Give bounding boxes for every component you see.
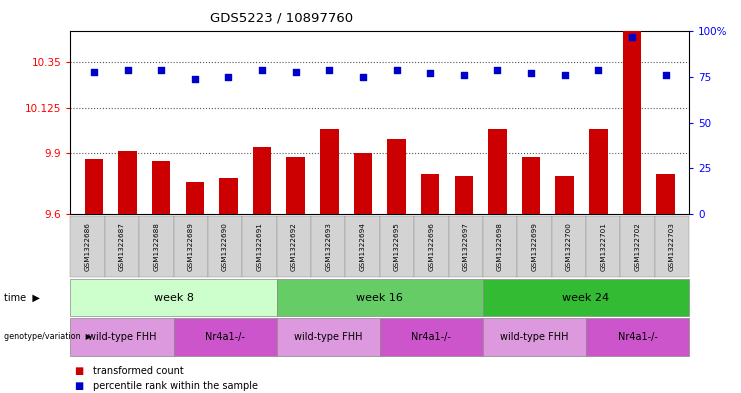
Bar xyxy=(119,151,137,214)
Point xyxy=(88,68,100,75)
Bar xyxy=(287,157,305,214)
Text: GSM1322687: GSM1322687 xyxy=(119,222,125,271)
Point xyxy=(156,67,167,73)
Text: GSM1322699: GSM1322699 xyxy=(531,222,537,271)
Bar xyxy=(185,182,204,214)
Text: Nr4a1-/-: Nr4a1-/- xyxy=(618,332,657,342)
Bar xyxy=(219,178,238,214)
Text: week 16: week 16 xyxy=(356,293,403,303)
Text: GSM1322689: GSM1322689 xyxy=(187,222,193,271)
Bar xyxy=(320,129,339,214)
Text: GSM1322696: GSM1322696 xyxy=(428,222,434,271)
Bar xyxy=(522,157,540,214)
Text: week 24: week 24 xyxy=(562,293,610,303)
Point xyxy=(323,67,335,73)
Text: week 8: week 8 xyxy=(153,293,193,303)
Text: ■: ■ xyxy=(74,381,83,391)
Text: GSM1322694: GSM1322694 xyxy=(359,222,365,271)
Point xyxy=(222,74,234,80)
Text: GDS5223 / 10897760: GDS5223 / 10897760 xyxy=(210,12,353,25)
Bar xyxy=(488,129,507,214)
Text: GSM1322691: GSM1322691 xyxy=(256,222,262,271)
Bar xyxy=(622,31,641,214)
Bar xyxy=(421,174,439,214)
Text: GSM1322688: GSM1322688 xyxy=(153,222,159,271)
Text: wild-type FHH: wild-type FHH xyxy=(294,332,362,342)
Point xyxy=(357,74,369,80)
Point xyxy=(592,67,604,73)
Text: GSM1322686: GSM1322686 xyxy=(84,222,90,271)
Point xyxy=(290,68,302,75)
Text: GSM1322695: GSM1322695 xyxy=(394,222,400,271)
Point xyxy=(491,67,503,73)
Text: GSM1322693: GSM1322693 xyxy=(325,222,331,271)
Bar xyxy=(84,160,103,214)
Point xyxy=(425,70,436,77)
Bar xyxy=(152,162,170,214)
Text: GSM1322703: GSM1322703 xyxy=(669,222,675,271)
Text: time  ▶: time ▶ xyxy=(4,293,39,303)
Point xyxy=(391,67,402,73)
Point xyxy=(559,72,571,79)
Text: GSM1322700: GSM1322700 xyxy=(566,222,572,271)
Text: Nr4a1-/-: Nr4a1-/- xyxy=(205,332,245,342)
Point xyxy=(189,76,201,82)
Bar xyxy=(589,129,608,214)
Text: GSM1322697: GSM1322697 xyxy=(462,222,469,271)
Text: GSM1322702: GSM1322702 xyxy=(634,222,640,271)
Bar xyxy=(253,147,271,214)
Text: wild-type FHH: wild-type FHH xyxy=(500,332,568,342)
Text: Nr4a1-/-: Nr4a1-/- xyxy=(411,332,451,342)
Text: GSM1322692: GSM1322692 xyxy=(290,222,297,271)
Point xyxy=(458,72,470,79)
Point xyxy=(525,70,537,77)
Bar xyxy=(657,174,675,214)
Point xyxy=(256,67,268,73)
Text: wild-type FHH: wild-type FHH xyxy=(87,332,156,342)
Point xyxy=(626,34,638,40)
Bar xyxy=(454,176,473,214)
Text: ■: ■ xyxy=(74,366,83,376)
Point xyxy=(122,67,133,73)
Text: GSM1322701: GSM1322701 xyxy=(600,222,606,271)
Point xyxy=(659,72,671,79)
Text: genotype/variation  ▶: genotype/variation ▶ xyxy=(4,332,91,342)
Text: transformed count: transformed count xyxy=(93,366,183,376)
Bar xyxy=(388,139,406,214)
Bar xyxy=(353,153,372,214)
Text: percentile rank within the sample: percentile rank within the sample xyxy=(93,381,258,391)
Text: GSM1322690: GSM1322690 xyxy=(222,222,228,271)
Bar xyxy=(556,176,574,214)
Text: GSM1322698: GSM1322698 xyxy=(497,222,503,271)
